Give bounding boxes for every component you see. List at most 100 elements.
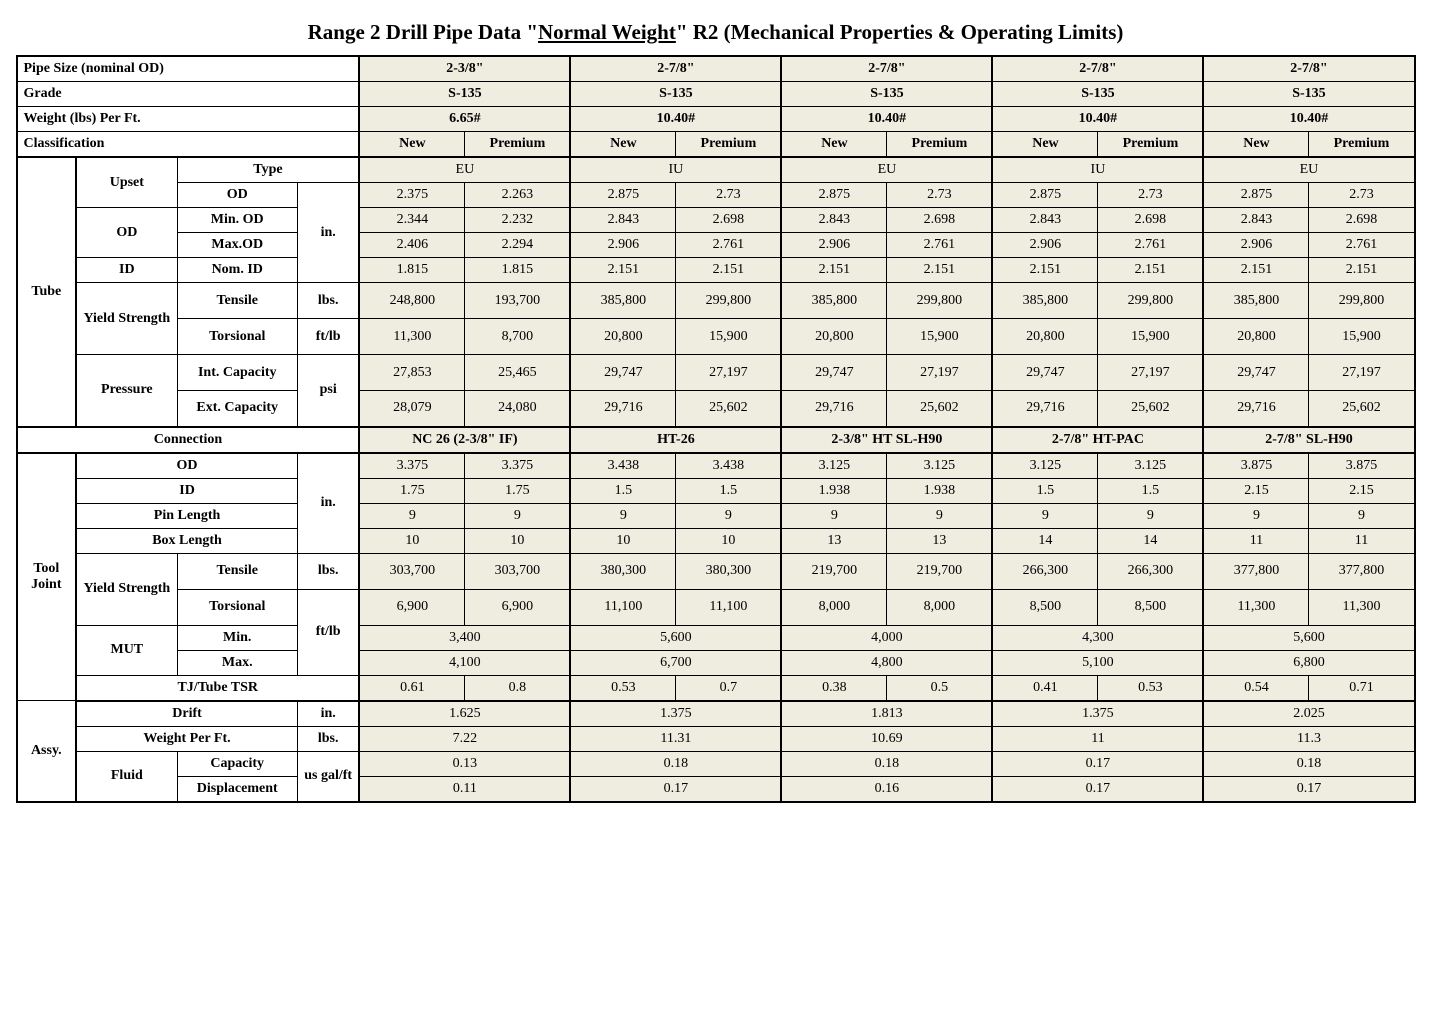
- od-5: 2.73: [887, 183, 993, 208]
- unit-in-1: in.: [297, 183, 359, 283]
- row-pipe-size: Pipe Size (nominal OD) 2-3/8" 2-7/8" 2-7…: [17, 56, 1415, 82]
- minod-7: 2.698: [1098, 208, 1204, 233]
- label-tj-torsional: Torsional: [177, 589, 297, 625]
- nomid-0: 1.815: [359, 258, 465, 283]
- extcap-8: 29,716: [1203, 391, 1309, 427]
- row-classification: Classification New Premium New Premium N…: [17, 132, 1415, 158]
- tsr-9: 0.71: [1309, 675, 1415, 701]
- tjtors-5: 8,000: [887, 589, 993, 625]
- disp-0: 0.11: [359, 776, 570, 802]
- maxod-0: 2.406: [359, 233, 465, 258]
- label-type: Type: [177, 157, 359, 183]
- maxod-3: 2.761: [676, 233, 782, 258]
- box-7: 14: [1098, 528, 1204, 553]
- tjid-7: 1.5: [1098, 478, 1204, 503]
- label-max: Max.: [177, 650, 297, 675]
- maxod-6: 2.906: [992, 233, 1098, 258]
- tjtens-6: 266,300: [992, 553, 1098, 589]
- maxod-4: 2.906: [781, 233, 887, 258]
- label-fluid: Fluid: [76, 751, 177, 802]
- row-grade: Grade S-135 S-135 S-135 S-135 S-135: [17, 82, 1415, 107]
- tube-type-3: IU: [992, 157, 1203, 183]
- weight-1: 10.40#: [570, 107, 781, 132]
- label-tj-yield: Yield Strength: [76, 553, 177, 625]
- extcap-5: 25,602: [887, 391, 993, 427]
- wpf-0: 7.22: [359, 726, 570, 751]
- row-mut-min: MUT Min. 3,400 5,600 4,000 4,300 5,600: [17, 625, 1415, 650]
- tjid-5: 1.938: [887, 478, 993, 503]
- od-1: 2.263: [465, 183, 571, 208]
- pin-1: 9: [465, 503, 571, 528]
- row-tj-tensile: Yield Strength Tensile lbs. 303,700303,7…: [17, 553, 1415, 589]
- tjtors-8: 11,300: [1203, 589, 1309, 625]
- extcap-9: 25,602: [1309, 391, 1415, 427]
- intcap-6: 29,747: [992, 355, 1098, 391]
- extcap-4: 29,716: [781, 391, 887, 427]
- mutmin-0: 3,400: [359, 625, 570, 650]
- label-min: Min.: [177, 625, 297, 650]
- ttens-1: 193,700: [465, 283, 571, 319]
- unit-in-2: in.: [297, 453, 359, 554]
- box-3: 10: [676, 528, 782, 553]
- intcap-8: 29,747: [1203, 355, 1309, 391]
- drift-2: 1.813: [781, 701, 992, 727]
- pipe-size-0: 2-3/8": [359, 56, 570, 82]
- label-assy: Assy.: [17, 701, 77, 802]
- row-drift: Assy. Drift in. 1.625 1.375 1.813 1.375 …: [17, 701, 1415, 727]
- pipe-size-3: 2-7/8": [992, 56, 1203, 82]
- tjtens-1: 303,700: [465, 553, 571, 589]
- row-box-len: Box Length 1010 1010 1313 1414 1111: [17, 528, 1415, 553]
- row-tube-od: OD in. 2.375 2.263 2.875 2.73 2.875 2.73…: [17, 183, 1415, 208]
- row-connection: Connection NC 26 (2-3/8" IF) HT-26 2-3/8…: [17, 427, 1415, 453]
- minod-4: 2.843: [781, 208, 887, 233]
- tsr-3: 0.7: [676, 675, 782, 701]
- tjtens-4: 219,700: [781, 553, 887, 589]
- label-int-cap: Int. Capacity: [177, 355, 297, 391]
- tjtors-0: 6,900: [359, 589, 465, 625]
- weight-3: 10.40#: [992, 107, 1203, 132]
- disp-1: 0.17: [570, 776, 781, 802]
- tsr-7: 0.53: [1098, 675, 1204, 701]
- label-wpf: Weight Per Ft.: [76, 726, 297, 751]
- tjtors-2: 11,100: [570, 589, 676, 625]
- nomid-3: 2.151: [676, 258, 782, 283]
- row-weight: Weight (lbs) Per Ft. 6.65# 10.40# 10.40#…: [17, 107, 1415, 132]
- label-od: OD: [177, 183, 297, 208]
- mutmin-4: 5,600: [1203, 625, 1414, 650]
- unit-lbs-1: lbs.: [297, 283, 359, 319]
- pin-6: 9: [992, 503, 1098, 528]
- title-prefix: Range 2 Drill Pipe Data ": [308, 20, 538, 44]
- tjtens-7: 266,300: [1098, 553, 1204, 589]
- label-tj-id: ID: [76, 478, 297, 503]
- row-tube-type: Tube Upset Type EU IU EU IU EU: [17, 157, 1415, 183]
- box-0: 10: [359, 528, 465, 553]
- nomid-4: 2.151: [781, 258, 887, 283]
- tjtors-4: 8,000: [781, 589, 887, 625]
- label-tj-tensile: Tensile: [177, 553, 297, 589]
- od-9: 2.73: [1309, 183, 1415, 208]
- weight-2: 10.40#: [781, 107, 992, 132]
- nomid-7: 2.151: [1098, 258, 1204, 283]
- tjod-1: 3.375: [465, 453, 571, 479]
- mutmax-1: 6,700: [570, 650, 781, 675]
- label-pressure: Pressure: [76, 355, 177, 427]
- row-tsr: TJ/Tube TSR 0.610.8 0.530.7 0.380.5 0.41…: [17, 675, 1415, 701]
- cap-4: 0.18: [1203, 751, 1414, 776]
- od-8: 2.875: [1203, 183, 1309, 208]
- class-6: New: [992, 132, 1098, 158]
- unit-ftlb-1: ft/lb: [297, 319, 359, 355]
- od-3: 2.73: [676, 183, 782, 208]
- tjid-6: 1.5: [992, 478, 1098, 503]
- pin-2: 9: [570, 503, 676, 528]
- tjtors-9: 11,300: [1309, 589, 1415, 625]
- label-pipe-size: Pipe Size (nominal OD): [17, 56, 360, 82]
- extcap-1: 24,080: [465, 391, 571, 427]
- ttens-8: 385,800: [1203, 283, 1309, 319]
- ttors-4: 20,800: [781, 319, 887, 355]
- label-tool-joint: Tool Joint: [17, 453, 77, 701]
- ttens-5: 299,800: [887, 283, 993, 319]
- pin-7: 9: [1098, 503, 1204, 528]
- nomid-1: 1.815: [465, 258, 571, 283]
- tube-type-4: EU: [1203, 157, 1414, 183]
- pin-3: 9: [676, 503, 782, 528]
